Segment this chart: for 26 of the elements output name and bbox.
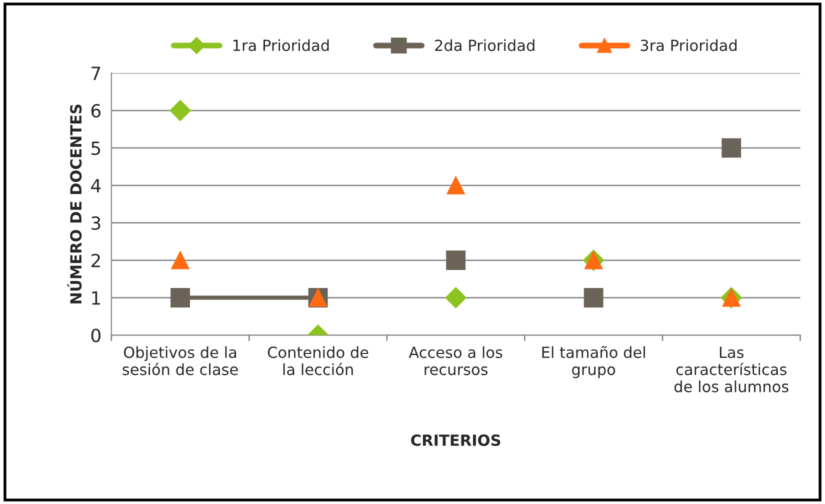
point xyxy=(446,176,465,194)
legend-label: 2da Prioridad xyxy=(435,39,534,52)
x-tick-label: Acceso a los recursos xyxy=(408,346,502,376)
y-tick-label: 4 xyxy=(91,179,101,192)
y-tick-label: 0 xyxy=(91,328,100,342)
y-tick-label: 3 xyxy=(92,216,100,230)
y-tick-label: 1 xyxy=(92,291,100,305)
y-axis-title: NÚMERO DE DOCENTES xyxy=(67,104,82,304)
point xyxy=(171,251,190,270)
y-tick-label: 6 xyxy=(91,104,101,118)
x-tick-label: Contenido de la lección xyxy=(268,346,368,376)
x-axis-title: CRITERIOS xyxy=(411,434,500,446)
y-tick-label: 5 xyxy=(92,142,100,156)
point xyxy=(446,250,466,270)
point xyxy=(722,138,742,158)
x-tick-label: Objetivos de la sesión de clase xyxy=(122,346,238,376)
y-tick-label: 7 xyxy=(92,66,100,80)
x-tick-label: El tamaño del grupo xyxy=(542,346,645,378)
legend-label: 3ra Prioridad xyxy=(640,39,737,52)
point xyxy=(584,288,604,308)
legend-label: 1ra Prioridad xyxy=(233,39,329,52)
y-tick-label: 2 xyxy=(91,254,100,268)
point xyxy=(170,100,191,122)
point xyxy=(445,287,466,308)
point xyxy=(170,288,190,308)
x-tick-label: Las características de los alumnos xyxy=(674,346,788,392)
